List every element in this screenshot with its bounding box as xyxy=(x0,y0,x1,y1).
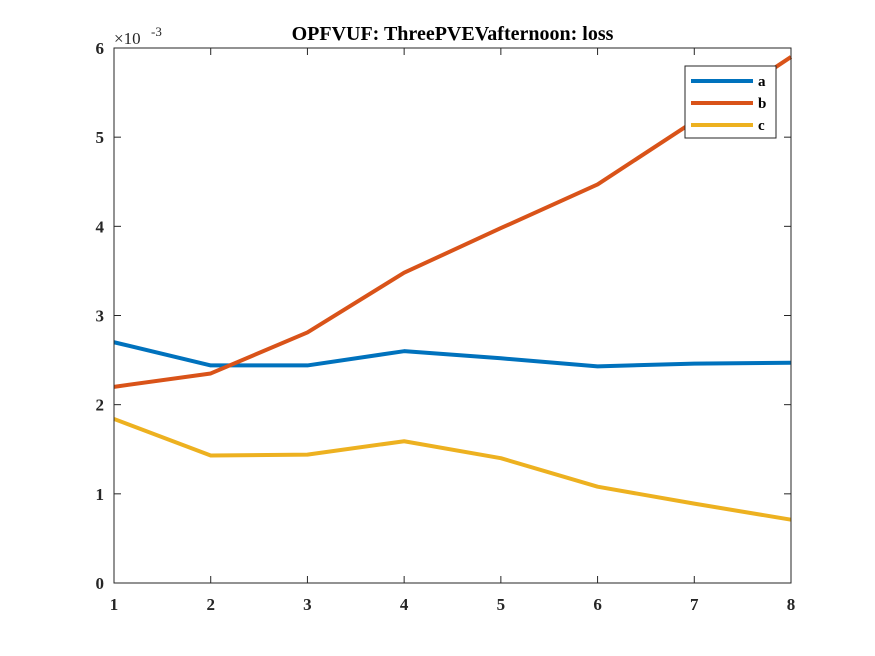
x-tick-label: 5 xyxy=(497,595,506,614)
legend-label-c: c xyxy=(758,118,765,134)
x-tick-label: 2 xyxy=(206,595,215,614)
y-tick-label: 4 xyxy=(96,217,105,236)
x-tick-label: 3 xyxy=(303,595,312,614)
legend-label-b: b xyxy=(758,96,766,112)
x-tick-label: 1 xyxy=(110,595,119,614)
x-tick-label: 8 xyxy=(787,595,796,614)
y-tick-label: 1 xyxy=(96,485,105,504)
series-layer xyxy=(113,55,793,522)
chart-title: OPFVUF: ThreePVEVafternoon: loss xyxy=(292,23,614,45)
series-line-c xyxy=(113,417,792,522)
y-tick-label: 3 xyxy=(96,307,105,326)
x-tick-label: 4 xyxy=(400,595,409,614)
legend-label-a: a xyxy=(758,74,766,90)
y-tick-label: 5 xyxy=(96,128,105,147)
exponent-power: -3 xyxy=(151,24,162,39)
plot-area xyxy=(114,48,791,583)
y-tick-label: 2 xyxy=(96,396,105,415)
x-tick-label: 6 xyxy=(593,595,602,614)
x-tick-label: 7 xyxy=(690,595,699,614)
y-tick-label: 6 xyxy=(96,39,105,58)
legend: abc xyxy=(684,65,777,139)
series-line-b xyxy=(113,55,793,389)
y-tick-label: 0 xyxy=(96,574,105,593)
exponent-base: ×10 xyxy=(114,29,141,48)
y-axis-exponent-label: ×10 -3 xyxy=(114,24,162,48)
